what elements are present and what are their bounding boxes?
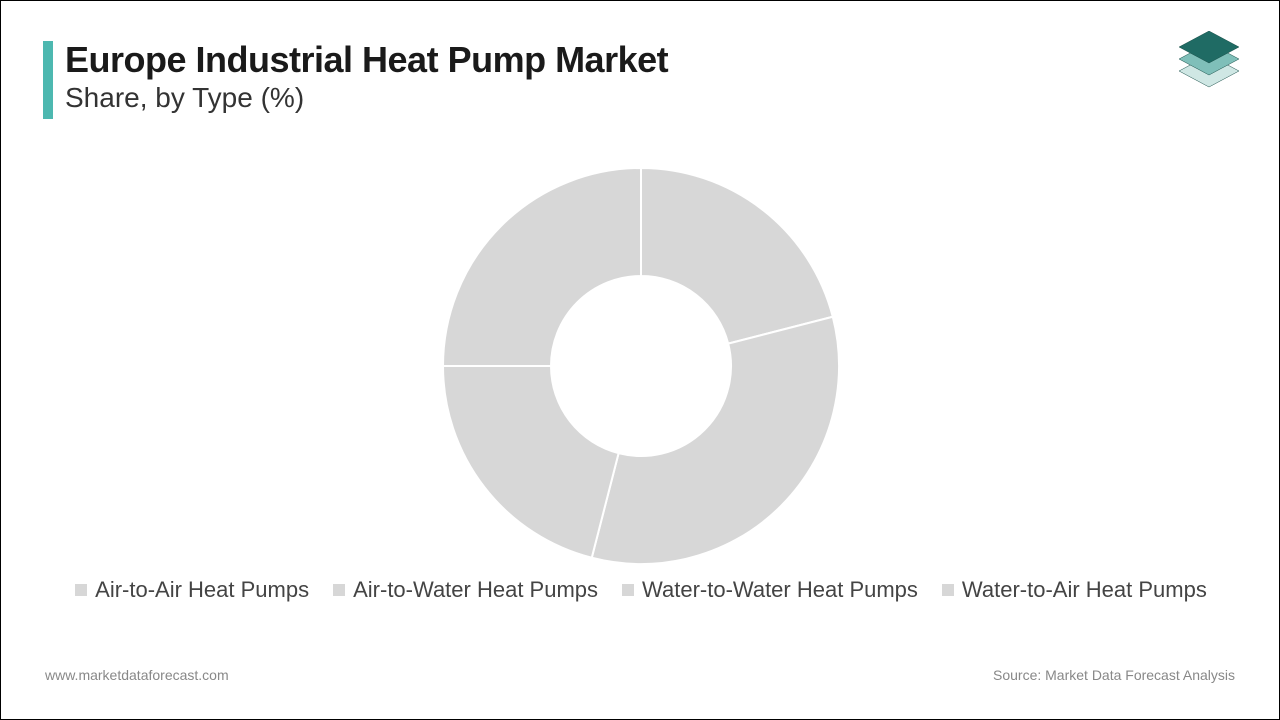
accent-bar — [43, 41, 53, 119]
header: Europe Industrial Heat Pump Market Share… — [43, 41, 668, 119]
legend-swatch-icon — [942, 584, 954, 596]
page-title: Europe Industrial Heat Pump Market — [65, 41, 668, 79]
titles: Europe Industrial Heat Pump Market Share… — [65, 41, 668, 114]
legend-label: Water-to-Air Heat Pumps — [962, 577, 1207, 603]
slide: Europe Industrial Heat Pump Market Share… — [0, 0, 1280, 720]
legend: Air-to-Air Heat Pumps Air-to-Water Heat P… — [1, 577, 1280, 603]
donut-chart — [1, 156, 1280, 576]
donut-segment — [443, 168, 641, 366]
legend-label: Air-to-Air Heat Pumps — [95, 577, 309, 603]
legend-item: Air-to-Air Heat Pumps — [75, 577, 309, 603]
donut-segment — [641, 168, 833, 344]
footer-url: www.marketdataforecast.com — [45, 667, 229, 683]
footer-source: Source: Market Data Forecast Analysis — [993, 667, 1235, 683]
legend-item: Water-to-Water Heat Pumps — [622, 577, 918, 603]
legend-item: Water-to-Air Heat Pumps — [942, 577, 1207, 603]
legend-swatch-icon — [75, 584, 87, 596]
legend-swatch-icon — [333, 584, 345, 596]
legend-swatch-icon — [622, 584, 634, 596]
legend-label: Air-to-Water Heat Pumps — [353, 577, 598, 603]
legend-label: Water-to-Water Heat Pumps — [642, 577, 918, 603]
legend-item: Air-to-Water Heat Pumps — [333, 577, 598, 603]
donut-segment — [592, 317, 839, 564]
logo-icon — [1179, 31, 1239, 91]
page-subtitle: Share, by Type (%) — [65, 81, 668, 115]
donut-segment — [443, 366, 619, 558]
